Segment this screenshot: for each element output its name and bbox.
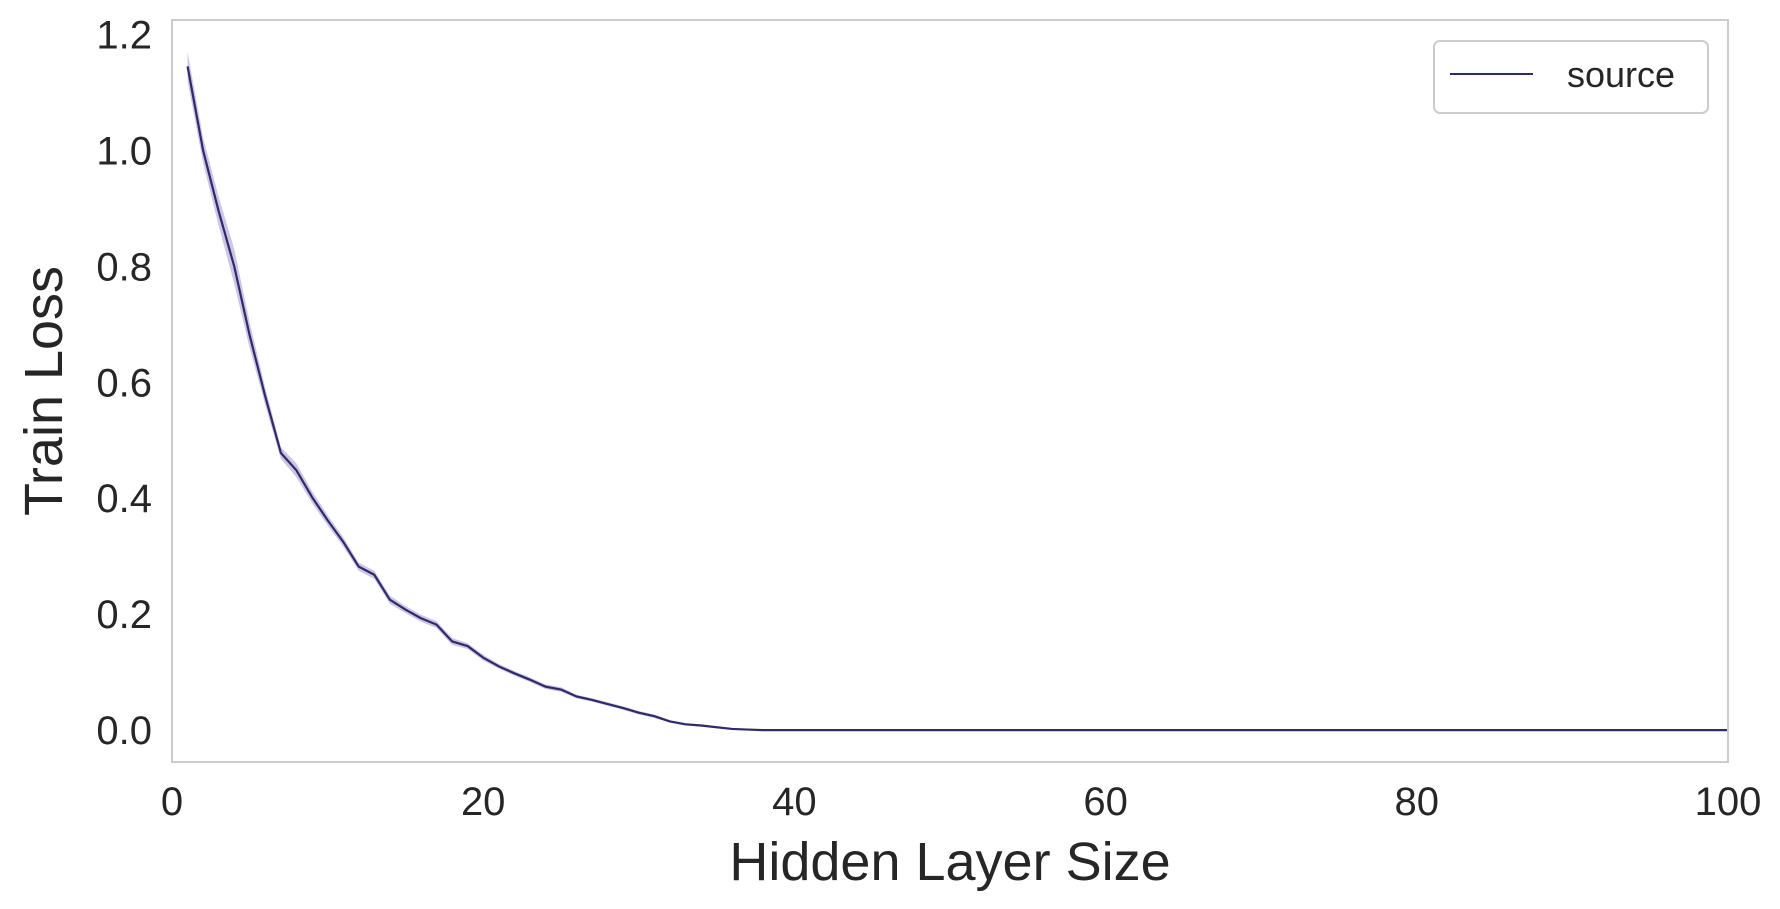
x-tick-label: 0 [161, 780, 183, 824]
y-tick-label: 0.2 [96, 593, 152, 637]
legend-label: source [1567, 54, 1675, 95]
x-axis-title: Hidden Layer Size [729, 832, 1170, 892]
x-tick-label: 60 [1083, 780, 1128, 824]
series-layer [186, 51, 1728, 732]
y-tick-label: 1.0 [96, 129, 152, 173]
legend: source [1433, 40, 1709, 114]
x-tick-label: 40 [772, 780, 817, 824]
x-tick-label: 80 [1395, 780, 1440, 824]
x-tick-label: 20 [461, 780, 506, 824]
y-tick-label: 0.4 [96, 477, 152, 521]
ticks-layer: 0 20 40 60 80 100 0.0 0.2 0.4 0.6 0.8 1.0 1.2 [96, 13, 1761, 824]
y-tick-label: 0.0 [96, 709, 152, 753]
plot-area [172, 20, 1728, 762]
y-tick-label: 0.8 [96, 245, 152, 289]
y-tick-label: 1.2 [96, 13, 152, 57]
plot-frame [171, 19, 1729, 763]
x-tick-label: 100 [1695, 780, 1762, 824]
y-axis-title: Train Loss [14, 266, 74, 516]
series-line-source [186, 66, 1728, 732]
y-tick-label: 0.6 [96, 361, 152, 405]
legend-box [1433, 40, 1709, 114]
